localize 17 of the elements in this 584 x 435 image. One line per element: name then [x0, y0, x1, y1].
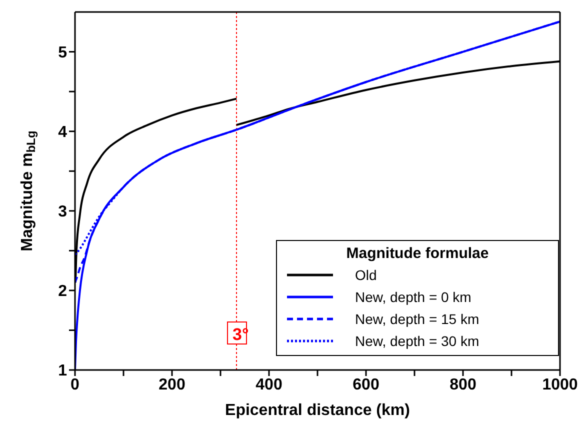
x-tick-label: 200 [158, 376, 186, 394]
legend-label: Old [355, 267, 377, 283]
legend-title: Magnitude formulae [345, 245, 490, 262]
y-tick-label: 2 [58, 283, 68, 300]
legend-label: New, depth = 0 km [355, 289, 472, 305]
x-tick-label: 0 [70, 376, 80, 394]
x-axis-title: Epicentral distance (km) [225, 402, 410, 419]
y-tick-label: 4 [58, 124, 68, 142]
legend-label: New, depth = 15 km [355, 311, 480, 327]
x-tick-label: 800 [450, 376, 476, 394]
x-tick-label: 600 [352, 376, 380, 394]
y-tick-label: 5 [58, 44, 68, 62]
legend-label: New, depth = 30 km [355, 333, 480, 349]
x-tick-label: 400 [256, 376, 282, 394]
x-tick-label: 1000 [542, 376, 578, 394]
y-tick-label: 1 [58, 362, 68, 380]
y-tick-label: 3 [58, 204, 68, 221]
